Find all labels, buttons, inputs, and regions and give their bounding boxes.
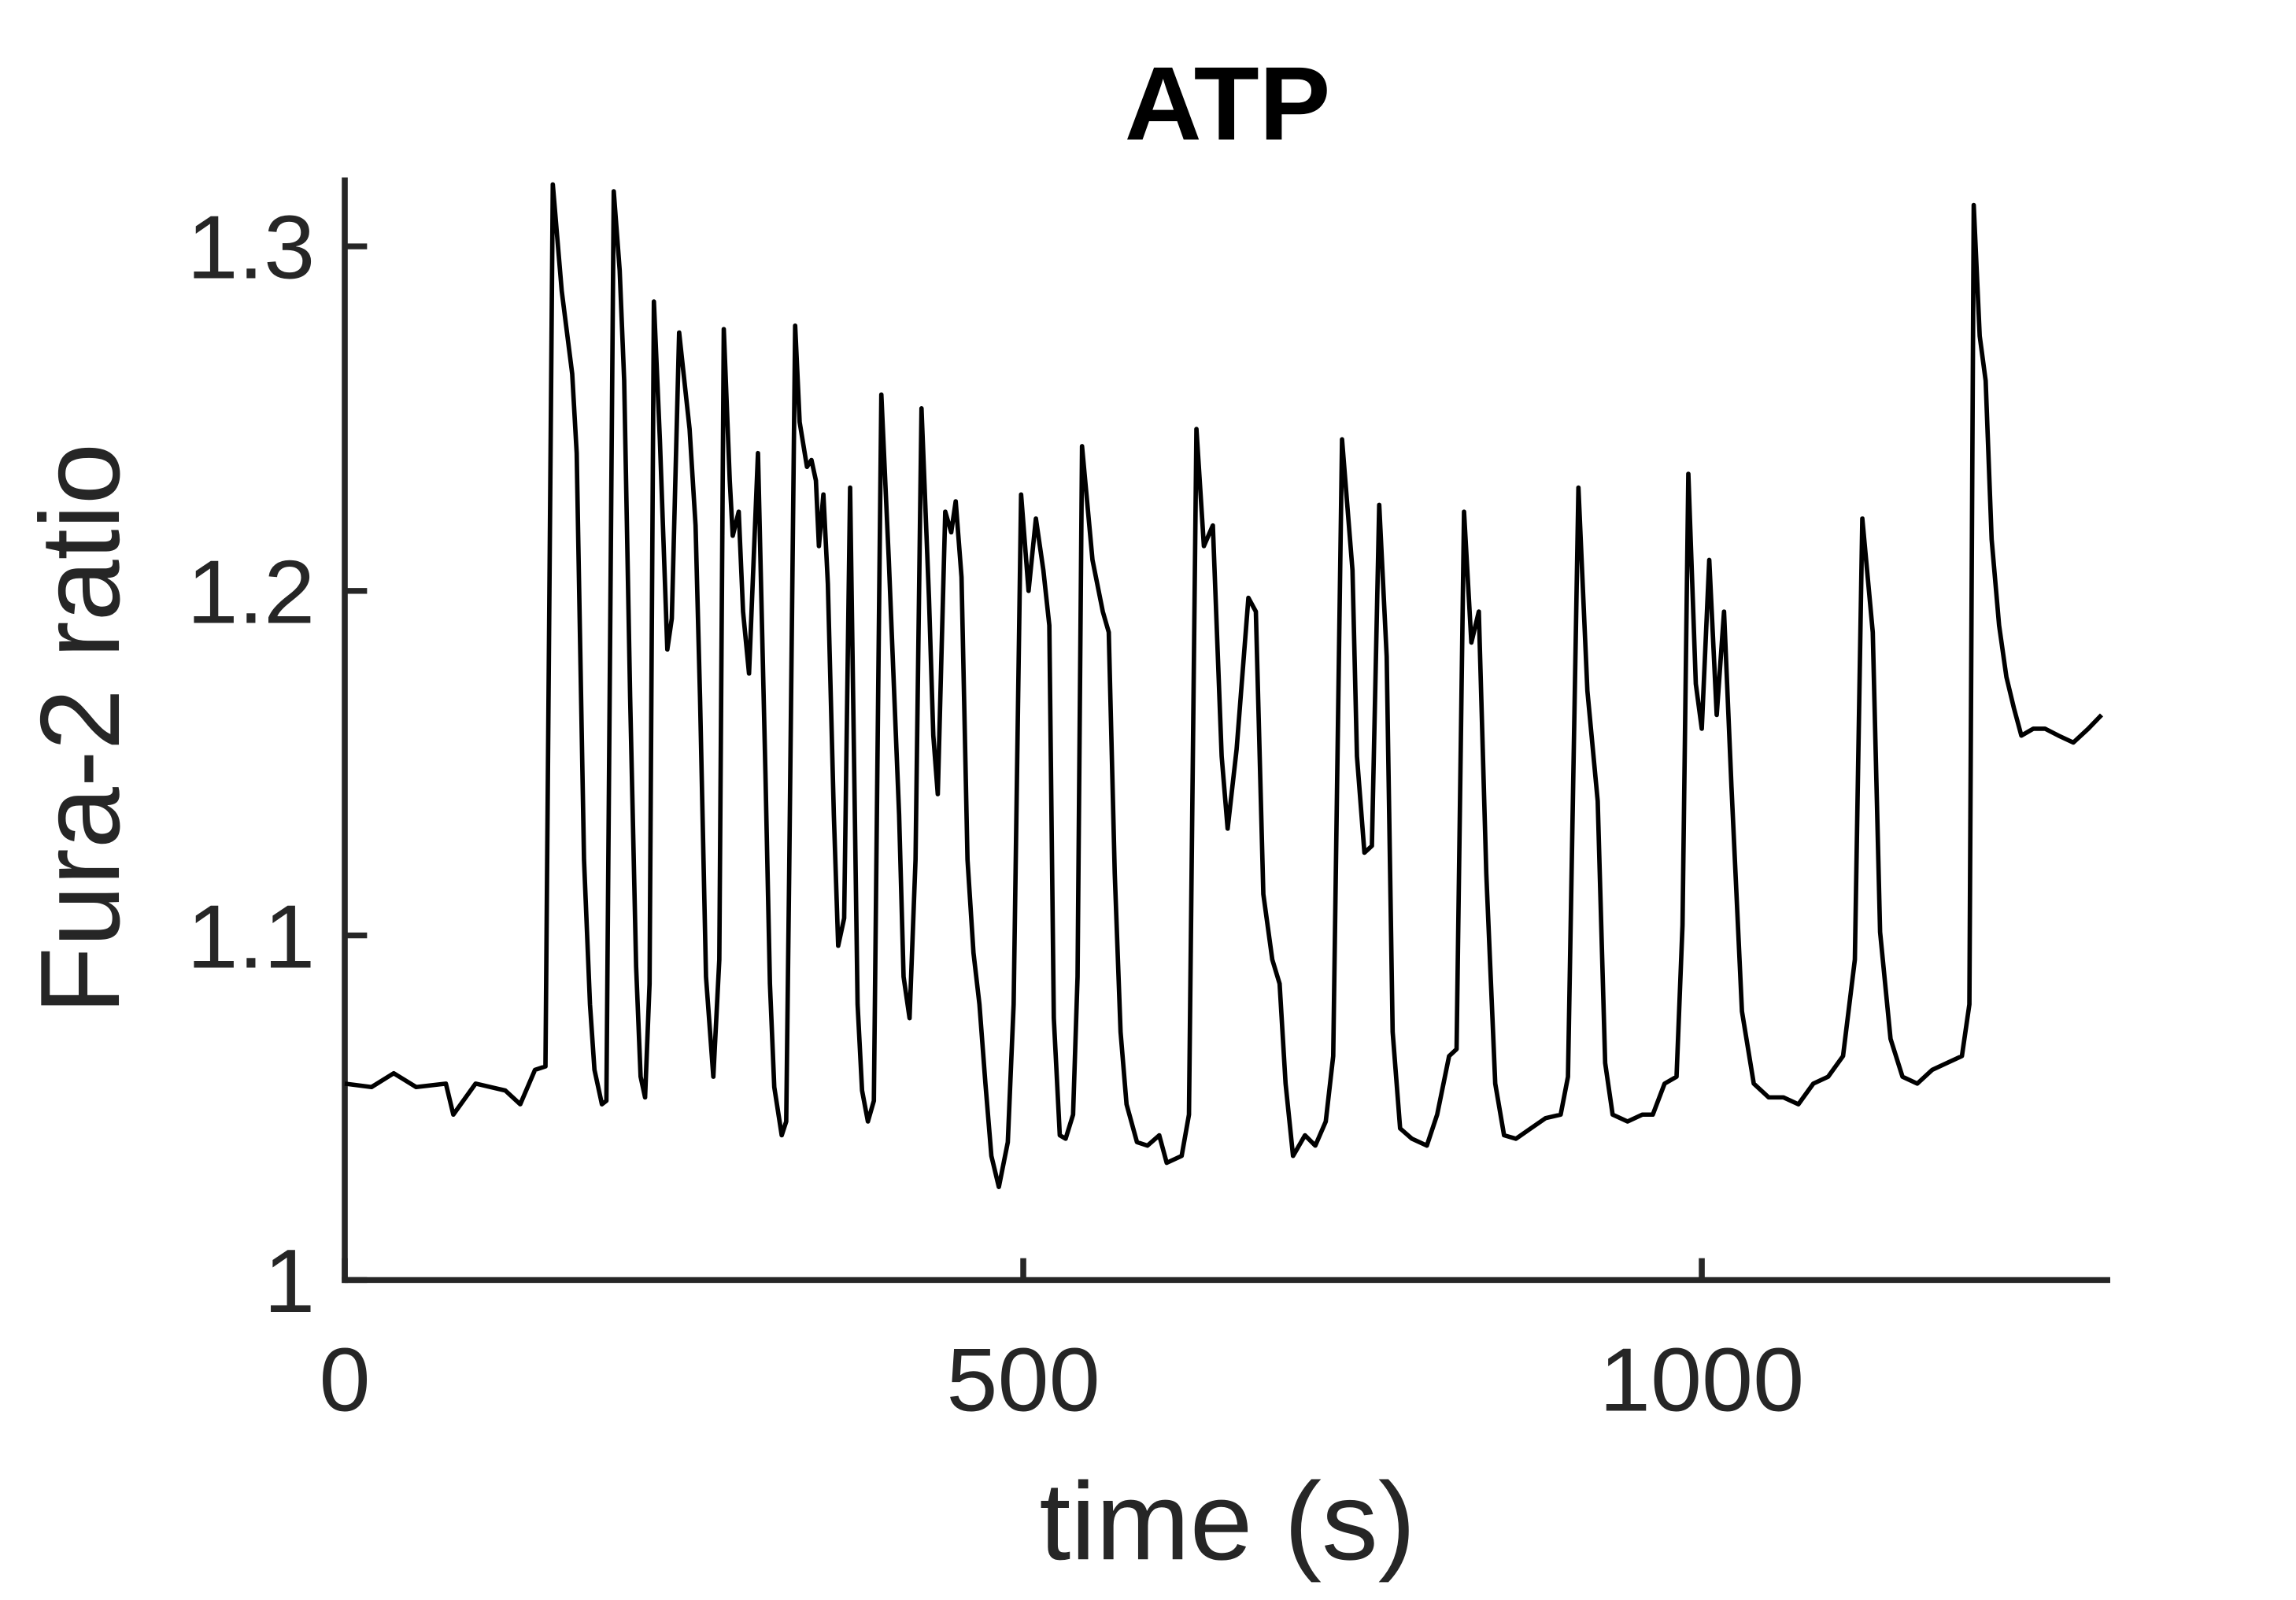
y-tick-label: 1.2	[187, 541, 316, 643]
chart-title: ATP	[1125, 45, 1331, 162]
x-tick-label: 0	[319, 1329, 370, 1431]
x-tick-label: 1000	[1599, 1329, 1804, 1431]
x-axis-label: time (s)	[1039, 1460, 1415, 1583]
y-axis-label: Fura-2 ratio	[17, 443, 144, 1014]
y-tick-label: 1.1	[187, 885, 316, 987]
data-line	[344, 182, 2104, 1189]
y-tick-label: 1.3	[187, 197, 316, 298]
y-tick-label: 1	[264, 1230, 315, 1332]
x-tick-label: 500	[946, 1329, 1100, 1431]
